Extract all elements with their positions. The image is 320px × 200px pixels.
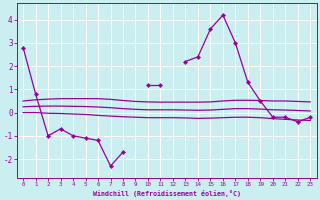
X-axis label: Windchill (Refroidissement éolien,°C): Windchill (Refroidissement éolien,°C) bbox=[93, 190, 241, 197]
